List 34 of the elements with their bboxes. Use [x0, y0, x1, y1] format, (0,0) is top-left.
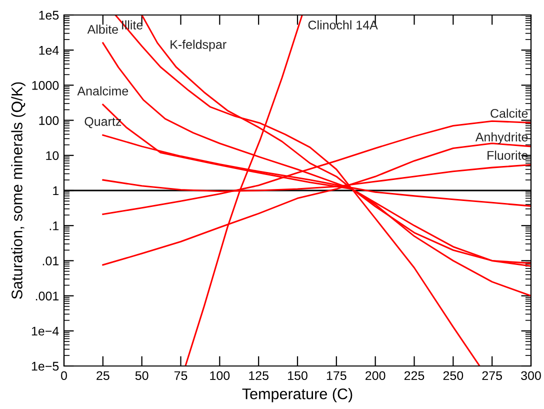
y-tick-label: .01	[42, 256, 59, 266]
y-tick-label: 10	[46, 151, 59, 160]
x-tick-label: 125	[249, 371, 268, 380]
x-tick-label: 300	[521, 371, 541, 380]
series-label: K-feldspar	[170, 40, 226, 52]
y-tick-label: .1	[50, 222, 59, 230]
x-axis-title: Temperature (C)	[242, 388, 352, 402]
x-tick-label: 25	[96, 371, 110, 380]
series-label: Quartz	[84, 117, 122, 128]
x-tick-label: 0	[61, 371, 67, 380]
y-tick-label: 1000	[32, 81, 59, 90]
x-tick-label: 225	[404, 371, 424, 380]
x-tick-label: 100	[210, 371, 230, 380]
y-tick-label: 1e5	[39, 10, 59, 20]
series-label: Calcite	[490, 108, 528, 118]
y-tick-label: 1	[53, 186, 59, 196]
series-label: Anhydrite	[475, 132, 528, 144]
x-tick-label: 75	[174, 371, 188, 380]
y-tick-label: 100	[39, 116, 59, 125]
x-tick-label: 150	[288, 371, 308, 380]
y-tick-label: .001	[36, 292, 59, 300]
series-label: Clinochl 14A	[308, 20, 378, 30]
x-tick-label: 275	[482, 371, 502, 380]
x-tick-label: 250	[443, 371, 464, 380]
y-tick-label: 1e−4	[32, 326, 59, 336]
x-tick-label: 175	[326, 371, 346, 380]
series-label: Fluorite	[488, 150, 528, 160]
y-tick-label: 1e−5	[32, 362, 59, 371]
x-tick-label: 200	[366, 371, 386, 380]
y-axis-title: Saturation, some minerals (Q/K)	[11, 82, 26, 299]
x-tick-label: 50	[135, 371, 148, 380]
series-label: Albite	[87, 24, 118, 34]
series-label: Analcime	[77, 86, 128, 96]
y-tick-label: 1e4	[39, 46, 59, 55]
